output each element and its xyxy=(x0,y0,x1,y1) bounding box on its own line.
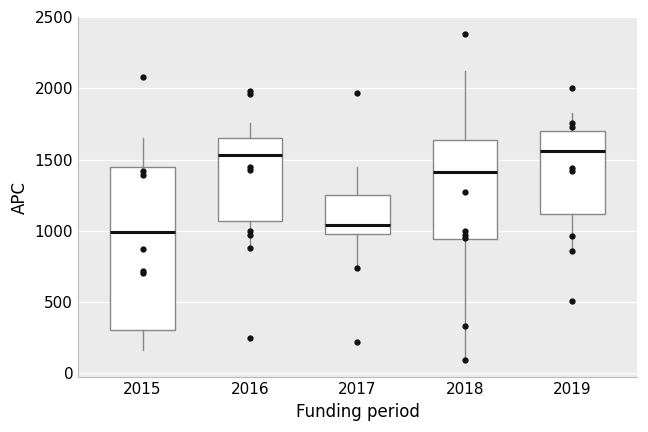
Y-axis label: APC: APC xyxy=(11,181,29,214)
PathPatch shape xyxy=(325,195,389,234)
PathPatch shape xyxy=(540,131,605,214)
PathPatch shape xyxy=(110,167,175,330)
PathPatch shape xyxy=(433,140,497,239)
PathPatch shape xyxy=(218,138,283,221)
X-axis label: Funding period: Funding period xyxy=(295,403,419,421)
